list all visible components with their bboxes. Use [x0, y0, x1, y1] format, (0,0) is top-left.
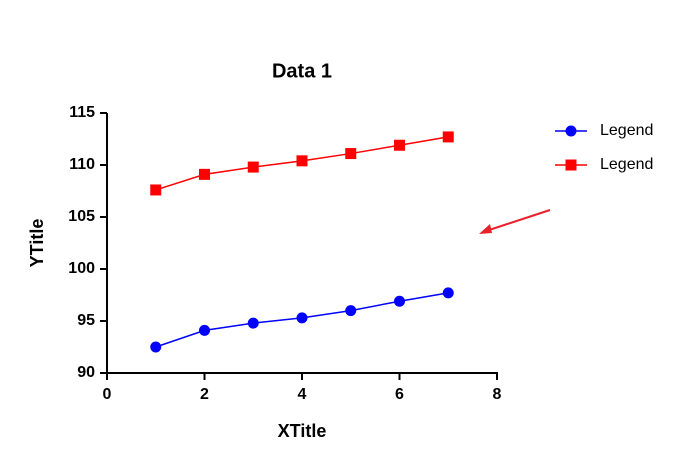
y-axis-title: YTitle: [27, 219, 47, 268]
x-tick-label: 4: [298, 386, 307, 403]
y-tick-label: 110: [69, 156, 95, 173]
data-point: [345, 305, 357, 317]
data-point: [394, 295, 405, 307]
annotation-arrowhead: [479, 224, 492, 234]
chart-title: Data 1: [272, 60, 332, 82]
data-point: [150, 341, 162, 353]
data-point: [442, 131, 454, 143]
x-tick-label: 2: [200, 386, 209, 403]
y-tick-label: 105: [68, 208, 95, 225]
x-tick-label: 8: [493, 386, 502, 403]
legend-marker: [565, 159, 577, 171]
x-tick-label: 6: [395, 386, 404, 403]
data-point: [442, 287, 454, 299]
x-tick-label: 0: [103, 386, 112, 403]
legend-label: Legend: [600, 122, 653, 139]
data-point: [199, 324, 210, 336]
annotation-arrow: [482, 209, 551, 233]
y-tick-label: 90: [77, 364, 95, 381]
data-point: [345, 148, 357, 160]
data-point: [296, 312, 308, 324]
data-point: [150, 184, 162, 196]
y-tick-label: 100: [68, 260, 95, 277]
y-tick-label: 115: [69, 104, 95, 121]
data-point: [394, 139, 405, 151]
data-point: [199, 168, 210, 180]
data-point: [296, 155, 308, 167]
legend-marker: [565, 125, 577, 137]
data-point: [247, 161, 259, 173]
x-axis-title: XTitle: [278, 421, 327, 441]
data-point: [247, 317, 259, 329]
y-tick-label: 95: [77, 312, 95, 329]
legend-label: Legend: [600, 156, 653, 173]
